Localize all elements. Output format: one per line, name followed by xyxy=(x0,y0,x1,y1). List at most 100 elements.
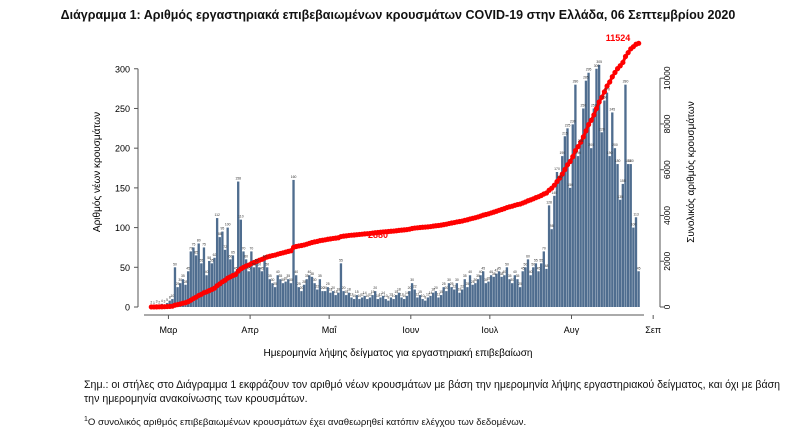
bar xyxy=(463,279,466,307)
bar xyxy=(416,297,419,307)
bar-value-label: 15 xyxy=(334,290,338,294)
bar xyxy=(545,268,548,307)
bar xyxy=(424,300,427,307)
bar xyxy=(484,283,488,307)
bar-value-label: 25 xyxy=(466,282,470,286)
bar-value-label: 38 xyxy=(310,272,314,276)
bar xyxy=(387,300,390,307)
bar-value-label: 10 xyxy=(376,294,380,298)
bar xyxy=(576,156,580,307)
bar xyxy=(613,148,617,307)
bar-value-label: 45 xyxy=(481,266,485,270)
bar-value-label: 205 xyxy=(578,139,584,143)
bar-value-label: 190 xyxy=(607,151,613,155)
bar xyxy=(455,283,459,307)
bar xyxy=(381,295,385,307)
cumulative-point xyxy=(551,182,557,188)
bar-value-label: 180 xyxy=(628,159,634,163)
bar xyxy=(460,289,464,307)
bar-value-label: 95 xyxy=(221,227,225,231)
bar xyxy=(624,84,627,307)
bar xyxy=(331,291,335,307)
bar xyxy=(176,287,179,307)
bar-value-label: 10 xyxy=(384,294,388,298)
cumulative-point xyxy=(609,74,615,80)
bar-value-label: 35 xyxy=(279,274,283,278)
chart-note: Σημ.: οι στήλες στο Διάγραμμα 1 εκφράζου… xyxy=(84,379,781,405)
bar-value-label: 70 xyxy=(242,246,246,250)
bar xyxy=(521,271,524,307)
bar xyxy=(566,128,569,307)
bar xyxy=(437,297,440,307)
bar xyxy=(447,283,451,307)
bar xyxy=(281,283,285,307)
bar xyxy=(186,271,190,307)
bar xyxy=(445,291,448,307)
x-tick-label: Μαΐ xyxy=(322,325,338,335)
bar xyxy=(239,219,243,307)
cumulative-point xyxy=(591,112,597,118)
bar-value-label: 50 xyxy=(252,262,256,266)
footnote-mark: 1 xyxy=(84,416,88,423)
bar-value-label: 62 xyxy=(213,253,217,257)
bar xyxy=(590,148,593,307)
cumulative-series xyxy=(148,40,642,310)
bar xyxy=(271,283,274,307)
bar xyxy=(632,227,635,307)
cumulative-point xyxy=(559,171,565,177)
bar xyxy=(508,279,511,307)
cumulative-point xyxy=(588,117,594,123)
bar xyxy=(260,271,264,307)
bar-value-label: 55 xyxy=(210,258,214,262)
bar xyxy=(184,284,187,307)
annotation-2880: 2880 xyxy=(368,230,388,240)
bar-value-label: 30 xyxy=(455,278,459,282)
bar-value-label: 30 xyxy=(281,278,285,282)
bar xyxy=(247,271,250,307)
bar-value-label: 100 xyxy=(225,223,231,227)
bar xyxy=(358,299,361,307)
bar xyxy=(474,283,477,307)
bar xyxy=(218,237,221,307)
chart-title: Διάγραμμα 1: Αριθμός εργαστηριακά επιβεβ… xyxy=(60,8,736,22)
bar xyxy=(244,259,248,307)
bar xyxy=(215,218,219,307)
bar-value-label: 35 xyxy=(181,274,185,278)
bar-value-label: 160 xyxy=(557,175,563,179)
bar-value-label: 20 xyxy=(434,286,438,290)
bar xyxy=(413,289,416,307)
bar xyxy=(619,199,622,307)
bar xyxy=(405,295,408,307)
bar xyxy=(421,299,424,307)
bar-value-label: 12 xyxy=(426,292,430,296)
bar xyxy=(363,295,366,307)
bar xyxy=(429,295,432,307)
bar xyxy=(629,164,632,307)
bar-value-label: 250 xyxy=(581,103,587,107)
bar xyxy=(479,275,482,307)
bar-value-label: 60 xyxy=(244,254,248,258)
bar-value-label: 245 xyxy=(610,107,616,111)
bar-value-label: 12 xyxy=(379,292,383,296)
bar-value-label: 40 xyxy=(479,270,483,274)
bar-value-label: 35 xyxy=(508,274,512,278)
bar xyxy=(389,297,393,307)
bar-value-label: 2 xyxy=(158,300,160,304)
bar xyxy=(334,295,337,307)
bar xyxy=(197,243,200,307)
y-axis-title-right: Συνολικός αριθμός κρουσμάτων xyxy=(685,101,697,243)
left-tick-label: 0 xyxy=(125,303,130,313)
bar xyxy=(497,271,501,307)
bar-value-label: 20 xyxy=(300,286,304,290)
bar xyxy=(526,259,530,307)
bar xyxy=(605,92,609,308)
bar xyxy=(587,72,590,307)
bar-value-label: 30 xyxy=(473,278,477,282)
bar-value-label: 40 xyxy=(513,270,517,274)
bar-value-label: 72 xyxy=(223,245,227,249)
bar-value-label: 30 xyxy=(289,278,293,282)
bar-value-label: 30 xyxy=(447,278,451,282)
cumulative-point xyxy=(601,89,608,95)
bar-value-label: 140 xyxy=(552,191,558,195)
bar-value-label: 40 xyxy=(276,270,280,274)
